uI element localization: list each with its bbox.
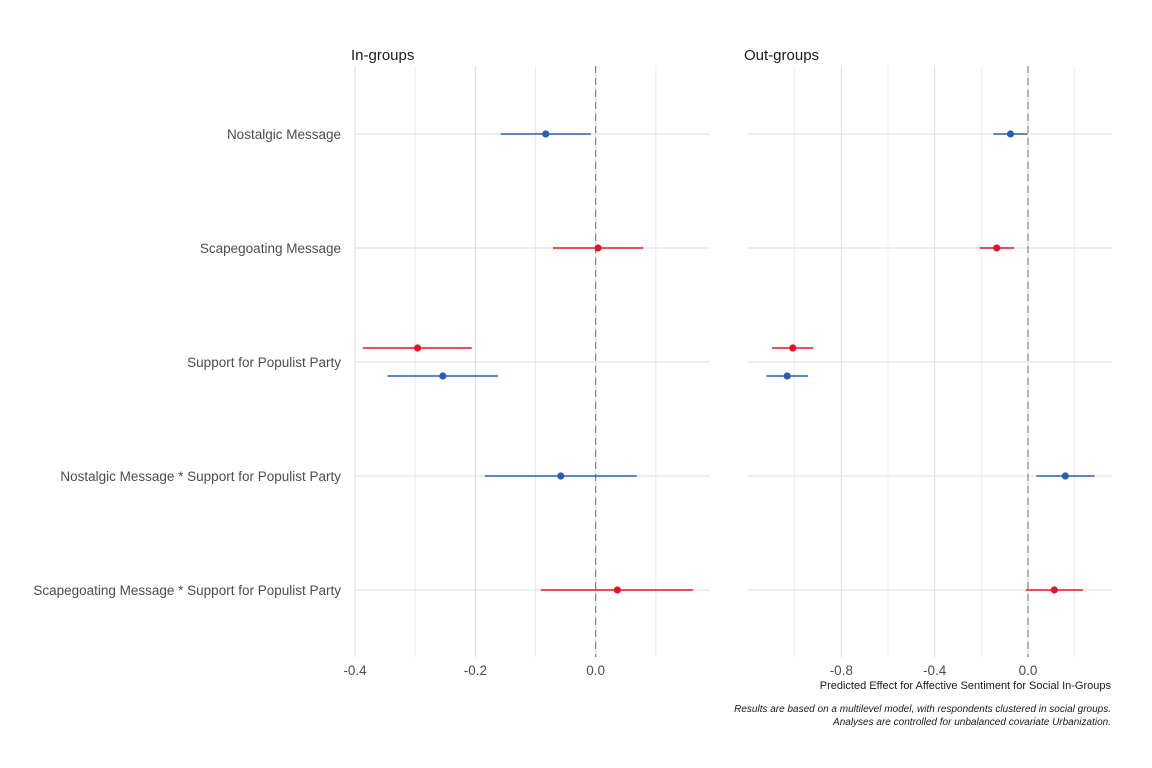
point-estimate-red bbox=[789, 344, 797, 352]
point-estimate-red bbox=[594, 244, 602, 252]
point-estimate-red bbox=[993, 244, 1001, 252]
panel-title: In-groups bbox=[351, 47, 414, 64]
point-estimate-blue bbox=[783, 372, 791, 380]
panel-in-groups: -0.4 -0.2 0.0 Nostalgic Message Scapegoating… bbox=[33, 47, 710, 678]
panel-out-groups: -0.8 -0.4 0.0 Out-groups bbox=[744, 47, 1112, 678]
panel-title: Out-groups bbox=[744, 47, 819, 64]
y-category-label: Scapegoating Message * Support for Popul… bbox=[33, 583, 341, 598]
caption-line-1: Results are based on a multilevel model,… bbox=[734, 704, 1111, 715]
y-category-label: Nostalgic Message bbox=[227, 127, 341, 142]
y-category-label: Support for Populist Party bbox=[187, 355, 341, 370]
point-estimate-red bbox=[413, 344, 422, 352]
point-estimate-blue bbox=[557, 472, 565, 480]
x-axis-label: Predicted Effect for Affective Sentiment… bbox=[820, 680, 1112, 692]
x-tick-label: 0.0 bbox=[586, 663, 605, 678]
point-estimate-red bbox=[1050, 586, 1058, 594]
x-tick-label: -0.4 bbox=[923, 663, 947, 678]
point-estimate-red bbox=[613, 586, 621, 594]
y-category-label: Nostalgic Message * Support for Populist… bbox=[60, 469, 341, 484]
point-estimate-blue bbox=[542, 130, 550, 138]
x-tick-label: -0.8 bbox=[830, 663, 853, 678]
chart-panels: -0.4 -0.2 0.0 Nostalgic Message Scapegoating… bbox=[33, 47, 1112, 678]
point-estimate-blue bbox=[1006, 130, 1015, 138]
caption-line-2: Analyses are controlled for unbalanced c… bbox=[832, 717, 1111, 728]
x-tick-label: 0.0 bbox=[1019, 663, 1038, 678]
x-tick-label: -0.2 bbox=[464, 663, 487, 678]
y-category-label: Scapegoating Message bbox=[200, 241, 341, 256]
point-estimate-blue bbox=[1061, 472, 1069, 480]
point-estimate-blue bbox=[439, 372, 447, 380]
x-tick-label: -0.4 bbox=[343, 663, 367, 678]
